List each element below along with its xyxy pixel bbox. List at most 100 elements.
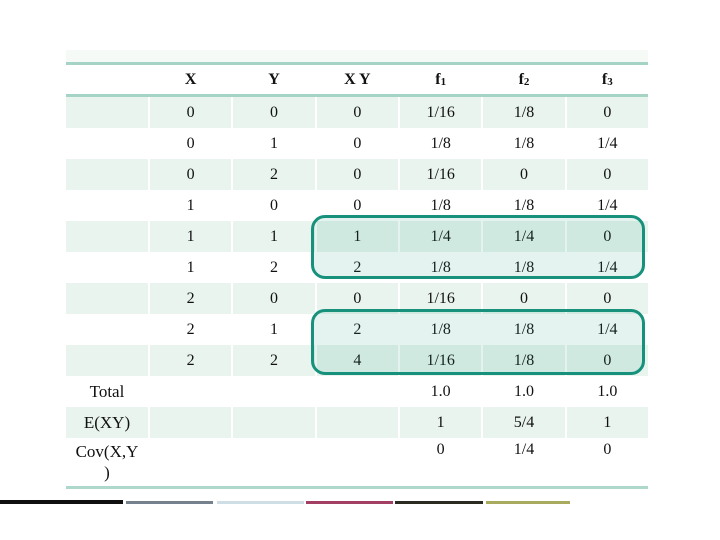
table-row: 2 0 0 1/16 0 0: [66, 283, 648, 314]
cell-f1: 1/8: [430, 196, 451, 214]
cell-y: 2: [233, 159, 315, 190]
header-label-cell: [66, 65, 148, 94]
cell-x: 0: [186, 134, 195, 152]
cell-y: 2: [269, 258, 278, 276]
cell-f1: 1/16: [400, 97, 482, 128]
cell-xy: 2: [353, 320, 362, 338]
exy-f3: 1: [566, 407, 648, 438]
table-top-border: [66, 62, 648, 65]
table-row: 0 1 0 1/8 1/8 1/4: [66, 128, 648, 159]
row-label-cell: [66, 221, 148, 252]
exy-f2: 5/4: [483, 407, 565, 438]
exy-row: E(XY) 1 5/4 1: [66, 407, 648, 438]
footer-line-light-blue: [217, 501, 304, 504]
cell-f1: 1/4: [400, 221, 482, 252]
cell-y: 0: [233, 97, 315, 128]
cell-y: 2: [233, 345, 315, 376]
total-row: Total 1.0 1.0 1.0: [66, 376, 648, 407]
cell-xy: 2: [353, 258, 362, 276]
cell-xy: 0: [316, 159, 398, 190]
cell-f3: 1/4: [597, 196, 618, 214]
cell-f1: 1/8: [430, 320, 451, 338]
cell-f2: 0: [483, 159, 565, 190]
cell-xy: 0: [353, 134, 362, 152]
header-xy: X Y: [344, 70, 371, 88]
footer-line-black: [0, 500, 123, 504]
table-row: 2 2 4 1/16 1/8 0: [66, 345, 648, 376]
cell-x: 2: [150, 283, 232, 314]
cell-f2: 1/8: [513, 258, 535, 276]
cov-f2: 1/4: [513, 441, 535, 458]
cell-x: 1: [150, 221, 232, 252]
cell-xy: 4: [316, 345, 398, 376]
cell-x: 2: [150, 345, 232, 376]
highlight-box-x1: [311, 215, 645, 279]
header-y: Y: [268, 70, 280, 88]
table-bottom-border: [66, 486, 648, 489]
header-x: X: [184, 70, 197, 88]
cell-x: 2: [186, 320, 195, 338]
cov-row: Cov(X,Y ) 0 1/4 0: [66, 438, 648, 486]
cov-f1: 0: [436, 441, 445, 458]
cov-label: Cov(X,Y ): [75, 442, 139, 482]
total-f1: 1.0: [430, 382, 451, 400]
table-row: 1 0 0 1/8 1/8 1/4: [66, 190, 648, 221]
table-row: 1 1 1 1/4 1/4 0: [66, 221, 648, 252]
cell-f3: 1/4: [597, 134, 618, 152]
cell-y: 1: [233, 221, 315, 252]
highlight-box-x2: [311, 309, 645, 375]
cell-y: 0: [233, 283, 315, 314]
footer-line-dark-olive: [395, 501, 483, 504]
cell-f2: 1/8: [483, 97, 565, 128]
cell-y: 1: [269, 134, 278, 152]
cell-xy: 0: [316, 97, 398, 128]
cell-f3: 0: [566, 159, 648, 190]
cell-xy: 1: [316, 221, 398, 252]
cell-xy: 0: [316, 283, 398, 314]
cell-f3: 0: [566, 97, 648, 128]
total-f2: 1.0: [513, 382, 534, 400]
row-label-cell: [66, 252, 148, 283]
cell-f3: 0: [566, 283, 648, 314]
cell-x: 0: [150, 159, 232, 190]
cell-f2: 0: [483, 283, 565, 314]
cell-f2: 1/4: [483, 221, 565, 252]
cell-f2: 1/8: [513, 196, 535, 214]
cell-f3: 1/4: [597, 258, 618, 276]
cell-x: 1: [186, 258, 195, 276]
table-row: 1 2 2 1/8 1/8 1/4: [66, 252, 648, 283]
footer-line-olive: [486, 501, 570, 504]
cell-f1: 1/16: [400, 159, 482, 190]
row-label-cell: [66, 314, 148, 345]
row-label-cell: [66, 97, 148, 128]
footer-line-maroon: [306, 501, 393, 504]
row-label-cell: [66, 345, 148, 376]
cell-f2: 1/8: [513, 320, 535, 338]
cell-f1: 1/16: [400, 345, 482, 376]
row-label-cell: [66, 159, 148, 190]
row-label-cell: [66, 190, 148, 221]
total-label: Total: [89, 381, 125, 401]
footer-line-slate-gray: [126, 501, 213, 504]
table-top-band: [66, 50, 648, 62]
table-row: 0 0 0 1/16 1/8 0: [66, 97, 648, 128]
cell-y: 0: [269, 196, 278, 214]
exy-f1: 1: [400, 407, 482, 438]
exy-label: E(XY): [66, 407, 148, 438]
total-f3: 1.0: [597, 382, 618, 400]
row-label-cell: [66, 283, 148, 314]
table-row: 2 1 2 1/8 1/8 1/4: [66, 314, 648, 345]
cell-y: 1: [269, 320, 278, 338]
cell-f2: 1/8: [483, 345, 565, 376]
cell-f1: 1/8: [430, 134, 451, 152]
cell-x: 1: [186, 196, 195, 214]
row-label-cell: [66, 128, 148, 159]
cell-f1: 1/16: [400, 283, 482, 314]
cell-xy: 0: [353, 196, 362, 214]
cell-x: 0: [150, 97, 232, 128]
table-row: 0 2 0 1/16 0 0: [66, 159, 648, 190]
